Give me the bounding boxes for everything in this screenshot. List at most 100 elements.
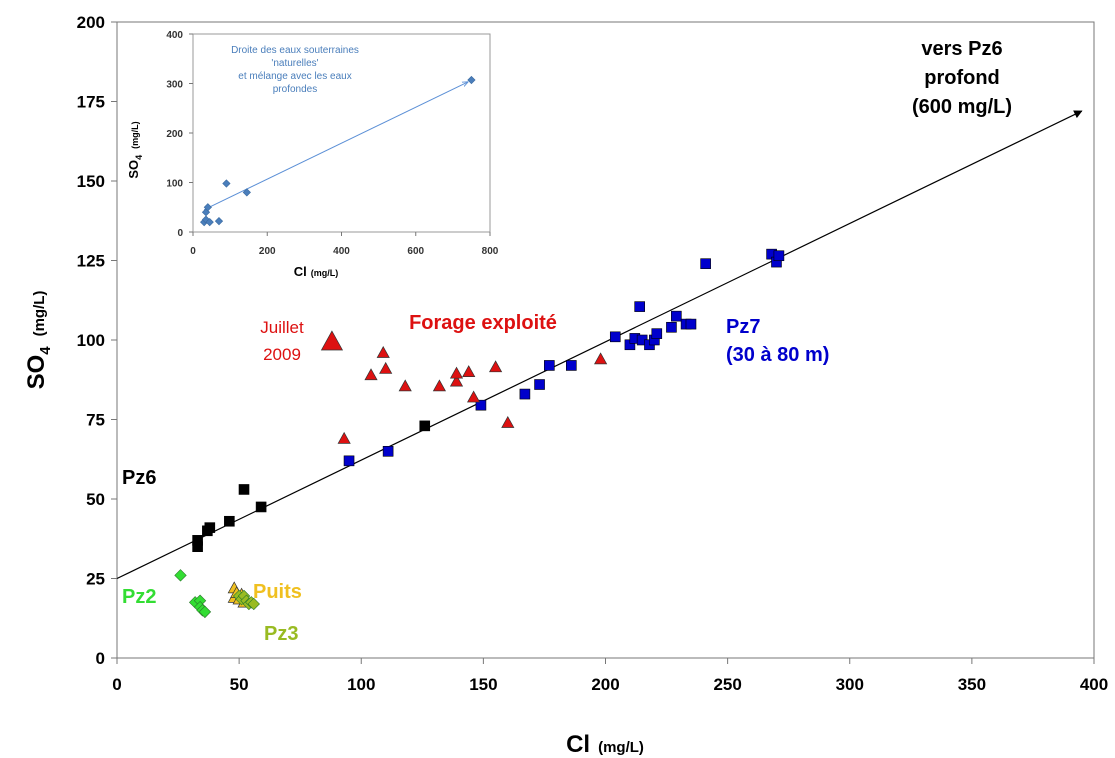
x-axis-title-main: Cl [566,731,590,758]
main-x-tick-label: 150 [469,675,497,694]
main-data-marks [174,248,785,619]
main-axis-ticks: 0 50 100 150 200 250 300 350 4000255075100125150… [77,13,1109,694]
inset-axis-ticks: 0 200 400 600 800 0 100 200 300 400 [166,30,498,257]
y-axis-title: SO4 (mg/L) [23,291,54,390]
main-x-tick-label: 250 [713,675,741,694]
main-point-forage-exploit [398,379,412,392]
main-trendline-arrow [116,110,1083,580]
main-point-forage-exploit [594,352,608,365]
main-x-tick-label: 100 [347,675,375,694]
annot-juillet: Juillet [260,318,304,337]
inset-annotation-line-1: Droite des eaux souterraines [231,45,359,56]
main-point-pz7-30-80-m [700,258,711,269]
main-point-pz6 [224,515,235,527]
annot-pz7-depth: (30 à 80 m) [726,344,829,366]
main-point-pz7-30-80-m [382,445,394,457]
main-x-tick-label: 300 [836,675,864,694]
inset-y-tick-label: 400 [166,30,183,41]
main-point-juillet-2009 [320,330,344,351]
inset-point-inset-points [201,208,211,217]
main-point-forage-exploit [449,374,464,387]
main-point-pz6 [419,420,431,432]
annot-puits: Puits [253,581,302,603]
main-y-tick-label: 150 [77,172,105,191]
x-axis-title-unit: (mg/L) [598,739,644,756]
inset-y-tick-label: 200 [166,129,183,140]
inset-y-axis-title-unit: (mg/L) [130,121,140,149]
main-point-pz7-30-80-m [519,388,531,400]
inset-point-inset-points [205,217,214,227]
main-point-forage-exploit [432,379,447,392]
inset-x-tick-label: 200 [259,246,276,257]
main-point-forage-exploit [488,360,503,373]
inset-data-marks [200,75,476,227]
main-y-tick-label: 100 [77,331,105,350]
inset-x-tick-label: 400 [333,246,350,257]
inset-y-tick-label: 300 [166,80,183,91]
main-point-pz7-30-80-m [544,360,555,371]
main-point-pz7-30-80-m [634,301,645,312]
main-point-pz6 [238,484,250,495]
main-y-tick-label: 50 [86,490,105,509]
inset-plot-area [192,33,491,233]
inset-point-inset-points [203,203,212,212]
main-point-forage-exploit [449,366,464,379]
main-point-pz7-30-80-m [685,318,697,330]
inset-trendline [203,82,468,211]
main-point-pz3 [247,597,260,611]
inset-y-axis-title-sub: 4 [134,155,144,160]
main-point-pz7-30-80-m [343,455,355,467]
main-point-pz7-30-80-m [666,321,677,333]
y-axis-title-main: SO [23,355,50,390]
inset-y-axis-title: SO4 (mg/L) [126,121,144,178]
main-point-pz7-30-80-m [566,360,577,371]
inset-trendline-arrow [203,82,468,211]
main-trendline [116,110,1083,580]
inset-point-inset-points [201,215,211,224]
inset-x-tick-label: 800 [482,246,499,257]
main-y-tick-label: 25 [86,570,105,589]
main-point-pz7-30-80-m [534,379,545,390]
main-point-forage-exploit [467,390,481,403]
inset-annotation-line-3: et mélange avec les eaux [238,71,351,82]
annot-profond: profond [924,67,1000,89]
main-point-forage-exploit [376,345,390,358]
inset-point-inset-points [222,179,231,188]
inset-x-axis-title: Cl (mg/L) [294,264,339,279]
annot-forage-exploite: Forage exploité [409,312,557,334]
main-point-pz2 [198,605,212,619]
inset-annotation-line-4: profondes [273,84,317,95]
inset-point-inset-points [214,217,224,226]
y-axis-title-unit: (mg/L) [31,291,48,337]
inset-x-axis-title-unit: (mg/L) [311,268,339,278]
main-y-tick-label: 75 [86,411,105,430]
inset-y-tick-label: 100 [166,179,183,190]
main-point-pz6 [255,501,267,513]
annot-pz3: Pz3 [264,623,298,645]
main-point-forage-exploit [379,361,393,374]
inset-point-inset-points [467,75,476,85]
inset-annotation-line-2: 'naturelles' [271,58,318,69]
annot-vers-pz6: vers Pz6 [921,38,1002,60]
main-x-tick-label: 350 [958,675,986,694]
y-axis-title-sub: 4 [37,346,54,355]
inset-x-axis-title-main: Cl [294,264,307,279]
annot-pz7: Pz7 [726,316,760,338]
main-x-tick-label: 200 [591,675,619,694]
main-x-tick-label: 400 [1080,675,1108,694]
main-point-forage-exploit [462,365,476,377]
inset-point-inset-points [242,188,251,197]
annot-pz2: Pz2 [122,586,156,608]
x-axis-title: Cl (mg/L) [566,731,644,758]
main-y-tick-label: 0 [96,649,105,668]
inset-x-tick-label: 0 [190,246,196,257]
inset-chart: 0 200 400 600 800 0 100 200 300 400 Cl (mg/L) SO4 (… [126,30,499,279]
main-point-pz2 [174,569,187,582]
main-point-forage-exploit [337,431,351,444]
inset-x-tick-label: 600 [407,246,424,257]
main-x-tick-label: 50 [230,675,249,694]
annot-2009: 2009 [263,345,301,364]
main-point-pz7-30-80-m [651,328,663,339]
annot-pz6: Pz6 [122,467,156,489]
main-point-forage-exploit [501,415,515,428]
